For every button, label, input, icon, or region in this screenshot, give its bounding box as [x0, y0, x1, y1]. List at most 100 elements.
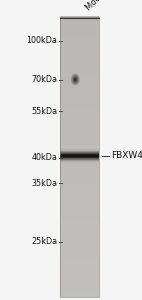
Bar [60, 196, 99, 197]
Bar [60, 207, 99, 208]
Bar [60, 230, 99, 232]
Bar [60, 133, 99, 134]
Ellipse shape [74, 78, 76, 81]
Bar [60, 286, 99, 287]
Bar [60, 97, 99, 98]
Bar [60, 215, 99, 217]
Bar [60, 214, 99, 216]
Bar [60, 19, 99, 20]
Bar [60, 211, 99, 212]
Bar [60, 134, 99, 135]
Bar [60, 169, 99, 170]
Ellipse shape [72, 75, 79, 84]
Bar [60, 290, 99, 291]
Bar [60, 63, 99, 64]
Bar [60, 200, 99, 202]
Bar [60, 104, 99, 105]
Bar [60, 112, 99, 114]
Bar [60, 54, 99, 55]
Ellipse shape [73, 76, 78, 83]
Bar [60, 250, 99, 251]
Bar [60, 29, 99, 31]
Bar [60, 110, 99, 111]
Bar [60, 111, 99, 112]
Bar [60, 208, 99, 209]
Bar [60, 226, 99, 227]
Ellipse shape [72, 76, 78, 83]
Bar [60, 263, 99, 264]
Bar [60, 105, 99, 106]
Bar [60, 228, 99, 230]
Bar [60, 150, 99, 151]
Bar [60, 31, 99, 32]
Bar [60, 93, 99, 94]
Bar [60, 278, 99, 279]
Bar [60, 80, 99, 81]
Bar [60, 154, 99, 155]
Bar [60, 99, 99, 101]
Bar [60, 202, 99, 203]
Bar [60, 26, 99, 27]
Bar [60, 26, 99, 28]
Bar [60, 68, 99, 69]
Ellipse shape [74, 78, 76, 81]
Bar [60, 100, 99, 102]
Bar [60, 27, 99, 29]
Ellipse shape [74, 77, 77, 82]
Bar [60, 231, 99, 232]
Bar [60, 70, 99, 72]
Bar [60, 149, 99, 150]
Bar [60, 160, 99, 161]
Bar [60, 78, 99, 79]
Bar [60, 256, 99, 257]
Bar [60, 268, 99, 269]
Bar [60, 152, 99, 153]
Bar [60, 77, 99, 78]
Bar [60, 203, 99, 204]
Bar [60, 217, 99, 218]
Bar [60, 164, 99, 165]
Bar [60, 38, 99, 39]
Bar [60, 195, 99, 196]
Bar [60, 127, 99, 128]
Bar [60, 119, 99, 120]
Ellipse shape [70, 73, 80, 86]
Bar [60, 152, 99, 153]
Bar [60, 40, 99, 41]
Bar [60, 185, 99, 187]
Bar [60, 184, 99, 186]
Bar [60, 218, 99, 219]
Bar [60, 20, 99, 21]
Ellipse shape [75, 79, 76, 80]
Bar [60, 151, 99, 152]
Bar [60, 235, 99, 236]
Bar [60, 243, 99, 244]
Bar [60, 155, 99, 157]
Bar [60, 44, 99, 46]
Bar [60, 205, 99, 206]
Bar [60, 125, 99, 126]
Bar [60, 221, 99, 222]
Ellipse shape [71, 74, 80, 86]
Bar [60, 282, 99, 283]
Bar [60, 122, 99, 123]
Bar [60, 161, 99, 162]
Bar [60, 98, 99, 100]
Bar [60, 280, 99, 281]
Bar [60, 214, 99, 215]
Bar [60, 289, 99, 290]
Bar [60, 137, 99, 138]
Bar [60, 30, 99, 31]
Bar [60, 191, 99, 192]
Bar [60, 224, 99, 225]
Bar [60, 187, 99, 188]
Ellipse shape [73, 77, 77, 82]
Bar [60, 48, 99, 49]
Bar [60, 56, 99, 57]
Bar [60, 88, 99, 89]
Bar [60, 183, 99, 184]
Bar [60, 18, 99, 19]
Bar [60, 267, 99, 268]
Ellipse shape [72, 74, 79, 85]
Bar [60, 65, 99, 66]
